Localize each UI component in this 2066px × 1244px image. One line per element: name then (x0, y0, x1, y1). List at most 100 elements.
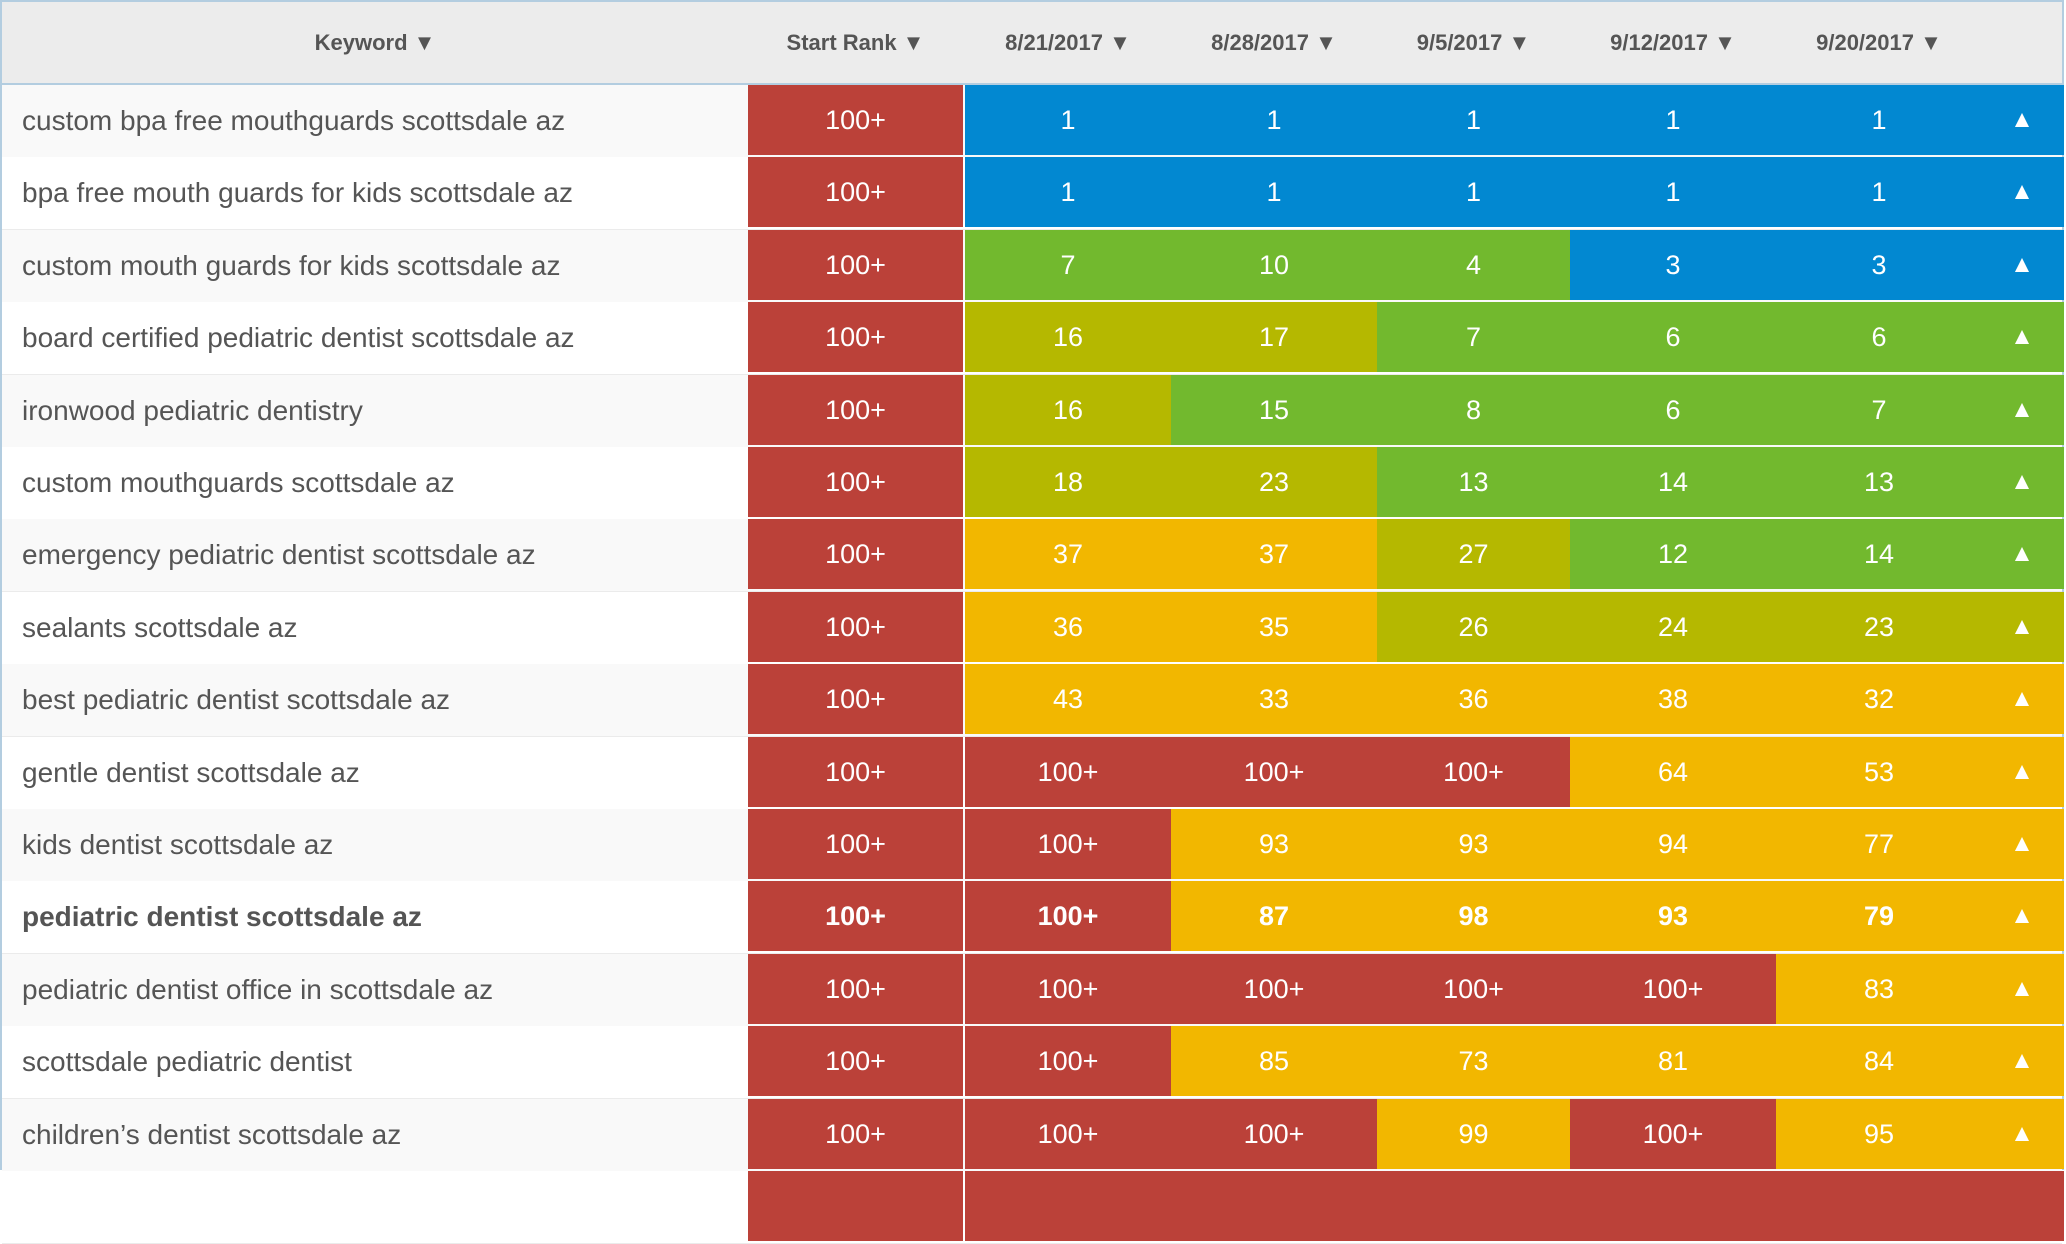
rank-cell: 36 (965, 591, 1171, 662)
rank-value: 87 (1258, 901, 1290, 932)
rank-cell: 26 (1377, 591, 1570, 662)
rank-value: 23 (1863, 611, 1895, 642)
rank-cell: 3 (1570, 229, 1776, 300)
rank-value: 3 (1665, 249, 1681, 280)
table-row: sealants scottsdale az 100+ 36 35 26 24 23 ▲ (2, 591, 2064, 665)
date-column-header[interactable]: 8/28/2017 ▼ (1211, 30, 1337, 55)
rank-value: 37 (1052, 539, 1084, 570)
date-column-header[interactable]: 9/5/2017 ▼ (1416, 30, 1531, 55)
rank-cell: 87 (1171, 881, 1377, 952)
rank-cell: 27 (1377, 519, 1570, 590)
rank-cell: 93 (1171, 809, 1377, 879)
rank-cell: 100+ (965, 736, 1171, 807)
keyword-label: sealants scottsdale az (22, 611, 298, 643)
rank-cell (1171, 1171, 1377, 1241)
keyword-label: bpa free mouth guards for kids scottsdal… (22, 177, 573, 209)
rank-cell: 12 (1570, 519, 1776, 590)
trend-up-icon: ▲ (1982, 591, 2062, 662)
trend-up-icon: ▲ (1982, 809, 2062, 879)
rank-value: 14 (1657, 467, 1689, 497)
start-rank-cell: 100+ (748, 953, 963, 1024)
rank-cell: 37 (1171, 519, 1377, 590)
rank-value: 13 (1863, 467, 1895, 497)
date-column-header[interactable]: 9/20/2017 ▼ (1816, 30, 1942, 55)
rank-cell: 1 (965, 85, 1171, 155)
rank-value: 12 (1657, 539, 1689, 570)
rank-value: 98 (1458, 901, 1489, 932)
trend-up-icon: ▲ (1982, 157, 2062, 228)
rank-value: 77 (1863, 829, 1895, 859)
trend-up-icon: ▲ (1982, 736, 2062, 807)
rank-cell: 17 (1171, 302, 1377, 373)
rank-cell: 7 (1377, 302, 1570, 373)
date-column-header[interactable]: 8/21/2017 ▼ (1005, 30, 1131, 55)
keyword-label: best pediatric dentist scottsdale az (22, 684, 451, 716)
rank-cell: 98 (1377, 881, 1570, 952)
start-rank-cell: 100+ (748, 664, 963, 735)
rank-value: 6 (1665, 322, 1681, 353)
start-rank-cell: 100+ (748, 1098, 963, 1169)
rank-cell: 1 (1377, 85, 1570, 155)
keyword-label: ironwood pediatric dentistry (22, 394, 363, 426)
rank-value: 1 (1871, 177, 1887, 208)
start-rank-cell: 100+ (748, 809, 963, 879)
rank-cell: 10 (1171, 229, 1377, 300)
keyword-column-header[interactable]: Keyword ▼ (314, 30, 436, 55)
start-rank-cell: 100+ (748, 374, 963, 445)
rank-value: 1 (1266, 177, 1282, 208)
trend-up-icon: ▲ (1982, 85, 2062, 155)
rank-value: 32 (1863, 684, 1895, 715)
date-column-header[interactable]: 9/12/2017 ▼ (1610, 30, 1736, 55)
rank-value: 43 (1052, 684, 1084, 715)
rank-cell: 6 (1570, 302, 1776, 373)
rank-cell: 100+ (1171, 953, 1377, 1024)
rank-cell: 100+ (965, 1098, 1171, 1169)
rank-cell: 100+ (1377, 736, 1570, 807)
start-rank-cell: 100+ (748, 736, 963, 807)
rank-cell: 93 (1570, 881, 1776, 952)
rank-value: 14 (1863, 539, 1895, 570)
rank-cell: 81 (1570, 1026, 1776, 1097)
rank-value: 95 (1863, 1118, 1895, 1149)
rank-cell: 99 (1377, 1098, 1570, 1169)
rank-value: 79 (1863, 901, 1895, 932)
rank-value: 100+ (1443, 973, 1504, 1004)
rank-value: 4 (1465, 249, 1482, 280)
rank-value: 3 (1871, 249, 1887, 280)
rank-value: 85 (1258, 1046, 1290, 1077)
rank-value: 24 (1657, 611, 1689, 642)
keyword-label: custom mouthguards scottsdale az (22, 467, 455, 498)
keyword-label: pediatric dentist office in scottsdale a… (22, 973, 494, 1005)
rank-value: 64 (1657, 756, 1689, 787)
trend-up-icon: ▲ (1982, 881, 2062, 952)
rank-cell: 100+ (965, 809, 1171, 879)
keyword-label: kids dentist scottsdale az (22, 829, 334, 860)
rank-cell: 43 (965, 664, 1171, 735)
table-row: best pediatric dentist scottsdale az 100+… (2, 664, 2064, 738)
rank-cell: 37 (965, 519, 1171, 590)
rank-cell: 1 (1377, 157, 1570, 228)
rank-value: 73 (1458, 1046, 1489, 1077)
table-row: scottsdale pediatric dentist 100+ 100+ 85 73… (2, 1026, 2064, 1100)
rank-value: 7 (1871, 394, 1887, 425)
start-rank-cell: 100+ (748, 302, 963, 373)
rank-cell: 13 (1377, 447, 1570, 517)
table-row: children’s dentist scottsdale az 100+ 100+… (2, 1098, 2064, 1172)
rank-value: 15 (1258, 394, 1290, 425)
rank-cell: 7 (965, 229, 1171, 300)
trend-up-icon: ▲ (1982, 302, 2062, 373)
start-rank-cell (748, 1171, 963, 1241)
rank-cell: 36 (1377, 664, 1570, 735)
keyword-label: board certified pediatric dentist scotts… (22, 322, 575, 354)
rank-value: 8 (1465, 394, 1482, 425)
trend-up-icon: ▲ (1982, 447, 2062, 517)
rank-cell: 100+ (1570, 1098, 1776, 1169)
rank-value: 93 (1657, 901, 1689, 932)
rank-cell: 100+ (965, 881, 1171, 952)
rank-cell: 4 (1377, 229, 1570, 300)
start-rank-cell: 100+ (748, 157, 963, 228)
rank-cell: 64 (1570, 736, 1776, 807)
start-rank-column-header[interactable]: Start Rank ▼ (786, 30, 925, 55)
rank-cell (965, 1171, 1171, 1241)
rank-value: 100+ (1443, 756, 1504, 787)
